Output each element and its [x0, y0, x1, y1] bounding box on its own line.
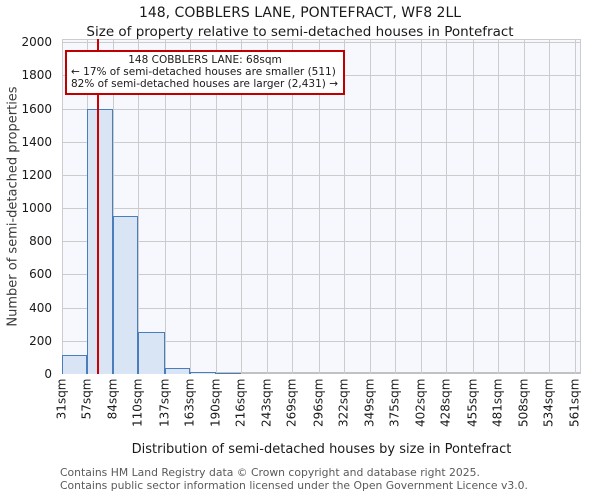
gridline-vertical	[343, 39, 345, 374]
gridline-vertical	[575, 39, 577, 374]
plot-area	[62, 39, 581, 374]
gridline-horizontal	[62, 274, 581, 276]
x-tick-label: 402sqm	[413, 378, 428, 427]
x-tick-label: 455sqm	[465, 378, 480, 427]
y-tick-label: 200	[29, 333, 52, 348]
footer-copyright-line: Contains HM Land Registry data © Crown c…	[60, 466, 480, 479]
y-tick-label: 0	[44, 367, 52, 381]
gridline-vertical	[369, 39, 371, 374]
gridline-horizontal	[62, 241, 581, 243]
annotation-property-label: 148 COBBLERS LANE: 68sqm	[128, 54, 282, 66]
x-axis-label: Distribution of semi-detached houses by …	[131, 442, 512, 457]
x-tick-label: 322sqm	[336, 378, 351, 427]
chart-title: 148, COBBLERS LANE, PONTEFRACT, WF8 2LL	[138, 5, 462, 21]
histogram-bar	[62, 354, 88, 374]
gridline-vertical	[113, 39, 115, 374]
x-tick-label: 296sqm	[311, 378, 326, 427]
x-tick-label: 137sqm	[157, 378, 172, 427]
gridline-vertical	[189, 39, 191, 374]
histogram-bar	[138, 331, 165, 374]
x-tick-label: 110sqm	[130, 378, 145, 427]
gridline-vertical	[215, 39, 217, 374]
x-tick-label: 190sqm	[208, 378, 223, 427]
x-tick-label: 243sqm	[259, 378, 274, 427]
gridline-vertical	[292, 39, 294, 374]
gridline-vertical	[241, 39, 243, 374]
x-tick-label: 269sqm	[284, 378, 299, 427]
histogram-bar	[87, 108, 114, 374]
gridline-vertical	[164, 39, 166, 374]
y-tick-label: 600	[29, 267, 52, 282]
gridline-horizontal	[62, 141, 581, 143]
x-tick-label: 216sqm	[233, 378, 248, 427]
x-tick-label: 84sqm	[105, 378, 120, 420]
gridline-vertical	[472, 39, 474, 374]
gridline-horizontal	[62, 108, 581, 110]
gridline-horizontal	[62, 208, 581, 210]
x-tick-label: 163sqm	[182, 378, 197, 427]
chart-subtitle: Size of property relative to semi-detach…	[86, 24, 514, 40]
x-tick-label: 481sqm	[490, 378, 505, 427]
y-tick-label: 1200	[21, 167, 52, 182]
y-tick-label: 800	[29, 234, 52, 249]
gridline-vertical	[62, 39, 63, 374]
histogram-bar	[164, 368, 190, 374]
x-tick-label: 428sqm	[438, 378, 453, 427]
x-tick-label: 349sqm	[362, 378, 377, 427]
y-tick-label: 2000	[21, 35, 52, 50]
gridline-vertical	[421, 39, 423, 374]
histogram-bar	[113, 216, 139, 374]
x-tick-label: 375sqm	[387, 378, 402, 427]
y-tick-label: 1800	[21, 68, 52, 83]
x-tick-label: 534sqm	[541, 378, 556, 427]
y-tick-label: 1000	[21, 201, 52, 216]
gridline-vertical	[138, 39, 140, 374]
y-tick-label: 1600	[21, 101, 52, 116]
x-tick-label: 31sqm	[54, 378, 69, 420]
x-tick-label: 57sqm	[79, 378, 94, 420]
annotation-larger-text: 82% of semi-detached houses are larger (…	[71, 78, 339, 91]
y-tick-label: 1400	[21, 134, 52, 149]
gridline-vertical	[497, 39, 499, 374]
gridline-vertical	[395, 39, 397, 374]
gridline-horizontal	[62, 307, 581, 309]
gridline-vertical	[523, 39, 525, 374]
gridline-vertical	[446, 39, 448, 374]
footer: Contains HM Land Registry data © Crown c…	[60, 466, 528, 492]
gridline-horizontal	[62, 42, 581, 44]
histogram-bar	[215, 372, 242, 374]
gridline-vertical	[267, 39, 269, 374]
x-tick-label: 508sqm	[516, 378, 531, 427]
gridline-horizontal	[62, 340, 581, 342]
property-marker-line	[96, 39, 99, 374]
gridline-vertical	[318, 39, 320, 374]
footer-licence-line: Contains public sector information licen…	[60, 478, 528, 492]
annotation-box: 148 COBBLERS LANE: 68sqm ← 17% of semi-d…	[65, 50, 345, 95]
histogram-bar	[189, 371, 216, 374]
annotation-smaller-text: ← 17% of semi-detached houses are smalle…	[71, 66, 336, 79]
gridline-vertical	[549, 39, 551, 374]
gridline-horizontal	[62, 174, 581, 176]
x-tick-label: 561sqm	[567, 378, 582, 427]
y-tick-label: 400	[29, 300, 52, 315]
